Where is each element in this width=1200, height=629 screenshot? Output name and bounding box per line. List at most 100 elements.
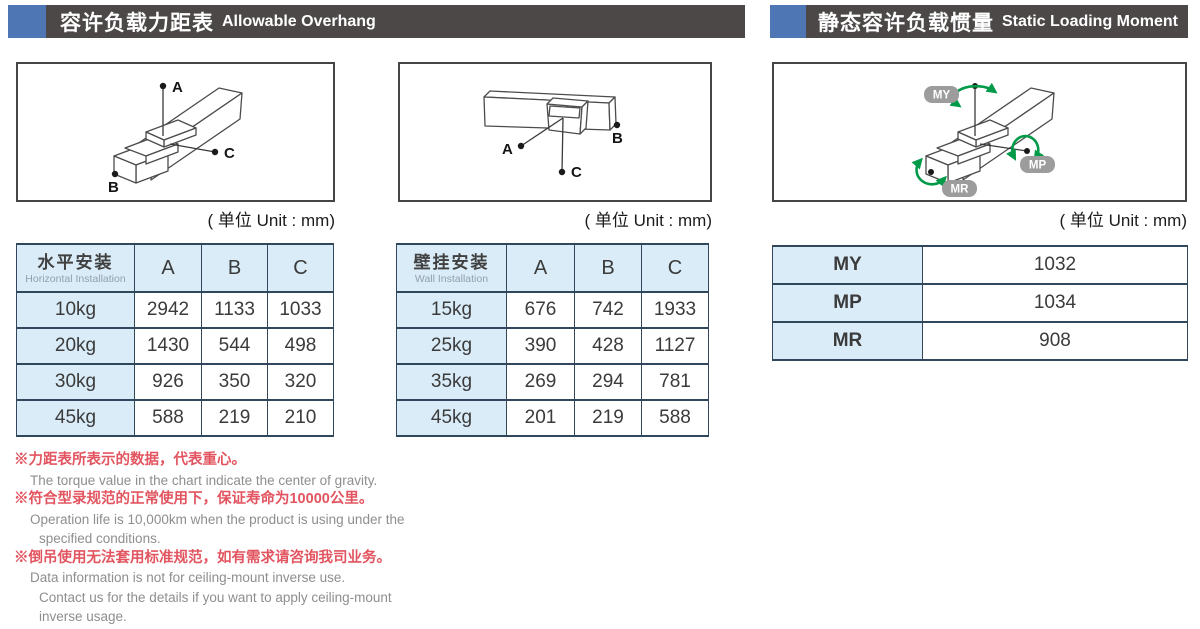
point-b-label: B — [108, 179, 119, 196]
moment-label-cell: MP — [772, 283, 923, 323]
point-a-dot — [159, 82, 167, 90]
note-line: specified conditions. — [39, 531, 161, 546]
note-line: ※倒吊使用无法套用标准规范，如有需求请咨询我司业务。 — [14, 549, 391, 566]
moment-value-cell: 1034 — [922, 283, 1188, 323]
value-cell: 498 — [267, 327, 334, 365]
column-header-b: B — [574, 243, 642, 293]
value-cell: 588 — [641, 399, 709, 437]
unit-caption: ( 单位 Unit : mm) — [1059, 211, 1188, 230]
load-cell: 15kg — [396, 291, 507, 329]
value-cell: 210 — [267, 399, 334, 437]
value-cell: 219 — [574, 399, 642, 437]
mp-rotation-arrow — [1006, 134, 1045, 162]
moment-value-cell: 908 — [922, 321, 1188, 361]
value-cell: 390 — [506, 327, 575, 365]
table-row: 35kg 269 294 781 — [396, 363, 709, 401]
load-cell: 20kg — [16, 327, 135, 365]
point-b-label: B — [612, 130, 623, 147]
value-cell: 428 — [574, 327, 642, 365]
value-cell: 269 — [506, 363, 575, 401]
value-cell: 742 — [574, 291, 642, 329]
column-header-a: A — [506, 243, 575, 293]
blue-accent-square — [770, 5, 806, 38]
mr-badge — [942, 180, 977, 197]
note-line: The torque value in the chart indicate t… — [30, 472, 378, 488]
moment-value-cell: 1032 — [922, 245, 1188, 285]
column-header-a: A — [134, 243, 202, 293]
table-title-cell: 壁挂安装 Wall Installation — [396, 243, 507, 293]
my-rotation-arrow — [949, 82, 998, 108]
moment-label-cell: MR — [772, 321, 923, 361]
my-badge — [924, 86, 959, 103]
static-loading-moment-title-zh: 静态容许负载惯量 — [818, 11, 994, 35]
point-a-dot — [517, 142, 525, 150]
point-b-dot — [613, 121, 621, 129]
value-cell: 350 — [201, 363, 268, 401]
static-loading-moment-title-en: Static Loading Moment — [1002, 12, 1178, 30]
table-row: MR 908 — [772, 321, 1188, 361]
note-line: Data information is not for ceiling-moun… — [30, 570, 346, 585]
point-a-label: A — [172, 79, 183, 96]
blue-accent-square — [8, 5, 46, 38]
value-cell: 676 — [506, 291, 575, 329]
horizontal-installation-diagram: A C B — [108, 79, 243, 196]
note-line: ※力距表所表示的数据，代表重心。 — [14, 452, 246, 468]
point-c-dot — [558, 168, 566, 176]
point-a-label: A — [502, 141, 513, 158]
value-cell: 781 — [641, 363, 709, 401]
allowable-overhang-header-bar: 容许负载力距表 Allowable Overhang — [8, 5, 745, 38]
point-c-label: C — [571, 164, 582, 181]
load-cell: 35kg — [396, 363, 507, 401]
value-cell: 1933 — [641, 291, 709, 329]
point-c-label: C — [224, 145, 235, 162]
mr-rotation-arrow — [911, 157, 947, 188]
value-cell: 544 — [201, 327, 268, 365]
mp-axis-dot — [1024, 148, 1030, 154]
table-row: 10kg 2942 1133 1033 — [16, 291, 334, 329]
value-cell: 926 — [134, 363, 202, 401]
table-title-zh: 壁挂安装 — [413, 252, 490, 272]
wall-installation-diagram-box: A C B — [398, 62, 712, 202]
value-cell: 1133 — [201, 291, 268, 329]
static-moment-diagram: MY MP MR — [911, 82, 1055, 197]
value-cell: 1033 — [267, 291, 334, 329]
table-header-row: 水平安装 Horizontal Installation A B C — [16, 243, 334, 293]
carriage-drawing — [546, 97, 589, 135]
value-cell: 1430 — [134, 327, 202, 365]
mp-badge — [1020, 156, 1055, 173]
leader-line-c — [561, 117, 564, 173]
table-title-en: Horizontal Installation — [25, 272, 126, 285]
wall-installation-table: 壁挂安装 Wall Installation A B C 15kg 676 74… — [396, 243, 709, 437]
load-cell: 45kg — [16, 399, 135, 437]
table-header-row: 壁挂安装 Wall Installation A B C — [396, 243, 709, 293]
wall-installation-diagram: A C B — [483, 90, 623, 181]
value-cell: 201 — [506, 399, 575, 437]
value-cell: 2942 — [134, 291, 202, 329]
allowable-overhang-title-zh: 容许负载力距表 — [60, 11, 214, 35]
table-title-en: Wall Installation — [414, 272, 489, 285]
value-cell: 1127 — [641, 327, 709, 365]
note-line: ※符合型录规范的正常使用下，保证寿命为10000公里。 — [14, 491, 374, 507]
value-cell: 219 — [201, 399, 268, 437]
horizontal-installation-diagram-box: A C B — [16, 62, 335, 202]
horizontal-installation-table: 水平安装 Horizontal Installation A B C 10kg … — [16, 243, 334, 437]
table-row: 20kg 1430 544 498 — [16, 327, 334, 365]
mr-axis-dot — [928, 169, 934, 175]
point-b-dot — [111, 170, 119, 178]
unit-caption: ( 单位 Unit : mm) — [584, 211, 713, 230]
leader-line-c — [169, 143, 216, 153]
table-title-zh: 水平安装 — [37, 252, 114, 272]
value-cell: 320 — [267, 363, 334, 401]
mr-badge-label: MR — [951, 184, 970, 196]
table-row: 25kg 390 428 1127 — [396, 327, 709, 365]
leader-line-a — [520, 117, 564, 147]
static-moment-table: MY 1032 MP 1034 MR 908 — [772, 245, 1188, 361]
load-cell: 25kg — [396, 327, 507, 365]
load-cell: 10kg — [16, 291, 135, 329]
table-row: 15kg 676 742 1933 — [396, 291, 709, 329]
table-row: MY 1032 — [772, 245, 1188, 285]
value-cell: 588 — [134, 399, 202, 437]
column-header-b: B — [201, 243, 268, 293]
value-cell: 294 — [574, 363, 642, 401]
note-line: inverse usage. — [39, 609, 127, 624]
